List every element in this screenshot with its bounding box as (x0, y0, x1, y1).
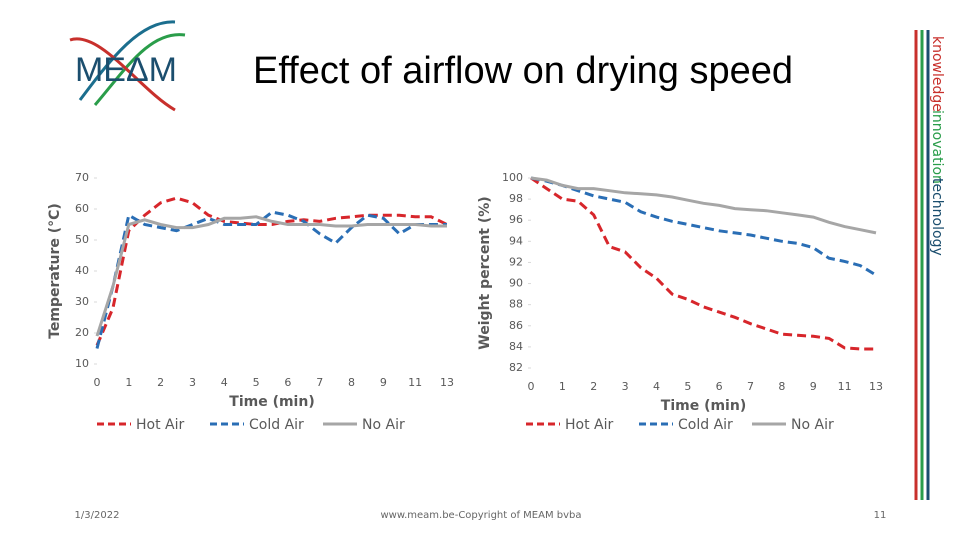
x-tick-label: 0 (528, 380, 535, 393)
y-axis-title: Temperature (°C) (47, 203, 63, 339)
series-line (530, 176, 876, 351)
logo: MEΔM (69, 20, 186, 112)
legend-label: Hot Air (136, 417, 184, 433)
x-tick-label: 4 (653, 380, 660, 393)
y-tick-label: 20 (75, 326, 89, 339)
side-word: innovation (929, 110, 945, 184)
x-tick-label: 11 (838, 380, 852, 393)
side-word: technology (929, 178, 945, 256)
y-tick-label: 60 (75, 202, 89, 215)
x-tick-label: 3 (189, 376, 196, 389)
legend-label: No Air (362, 417, 405, 433)
x-tick-label: 13 (440, 376, 454, 389)
y-tick-label: 84 (509, 340, 523, 353)
legend-label: Hot Air (565, 417, 613, 433)
y-axis-title: Weight percent (%) (477, 196, 493, 349)
x-tick-label: 2 (157, 376, 164, 389)
x-tick-label: 13 (869, 380, 883, 393)
x-tick-label: 8 (778, 380, 785, 393)
y-tick-label: 10 (75, 357, 89, 370)
legend-label: Cold Air (678, 417, 733, 433)
y-tick-label: 98 (509, 192, 523, 205)
x-tick-label: 9 (380, 376, 387, 389)
y-tick-label: 100 (502, 171, 523, 184)
legend-label: No Air (791, 417, 834, 433)
y-tick-label: 40 (75, 264, 89, 277)
series-line (530, 176, 877, 277)
footer-date: 1/3/2022 (75, 510, 120, 521)
series-line (95, 215, 447, 337)
legend-label: Cold Air (249, 417, 304, 433)
y-tick-label: 86 (509, 319, 523, 332)
x-tick-label: 11 (408, 376, 422, 389)
x-axis-title: Time (min) (661, 398, 746, 414)
footer-page: 11 (874, 510, 887, 521)
x-tick-label: 1 (559, 380, 566, 393)
y-tick-label: 92 (509, 255, 523, 268)
x-tick-label: 5 (684, 380, 691, 393)
x-tick-label: 9 (810, 380, 817, 393)
y-tick-label: 94 (509, 234, 523, 247)
series-line (530, 176, 877, 235)
y-tick-label: 88 (509, 298, 523, 311)
footer-copyright: www.meam.be-Copyright of MEAM bvba (380, 510, 581, 521)
y-tick-label: 90 (509, 277, 523, 290)
x-tick-label: 5 (253, 376, 260, 389)
logo-text: MEΔM (75, 51, 177, 89)
x-tick-label: 8 (348, 376, 355, 389)
x-tick-label: 7 (747, 380, 754, 393)
x-tick-label: 3 (622, 380, 629, 393)
series-line (95, 196, 448, 346)
x-tick-label: 7 (316, 376, 323, 389)
x-tick-label: 4 (221, 376, 228, 389)
x-tick-label: 1 (125, 376, 132, 389)
series-line (95, 210, 447, 349)
x-tick-label: 2 (590, 380, 597, 393)
x-tick-label: 0 (94, 376, 101, 389)
y-tick-label: 96 (509, 213, 523, 226)
slide-title: Effect of airflow on drying speed (253, 50, 793, 92)
side-word: knowledge (929, 36, 945, 112)
x-tick-label: 6 (716, 380, 723, 393)
x-tick-label: 6 (284, 376, 291, 389)
y-tick-label: 70 (75, 171, 89, 184)
y-tick-label: 50 (75, 233, 89, 246)
x-axis-title: Time (min) (229, 394, 314, 410)
y-tick-label: 82 (509, 361, 523, 374)
y-tick-label: 30 (75, 295, 89, 308)
